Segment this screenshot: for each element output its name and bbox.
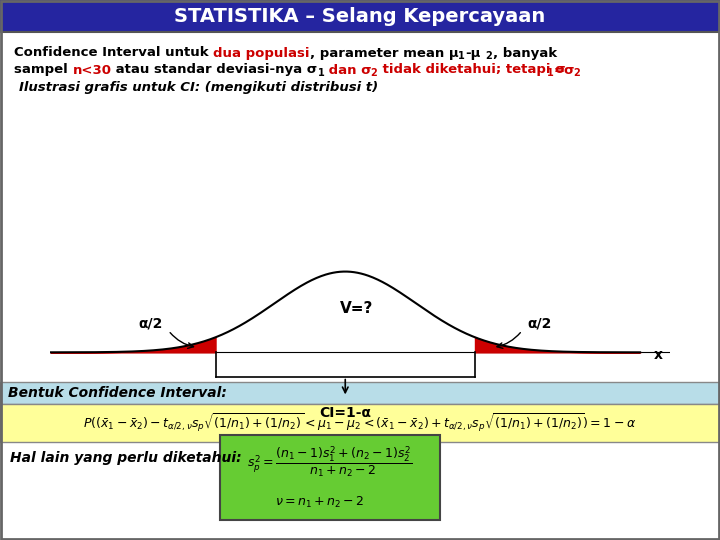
Text: x: x	[653, 348, 662, 362]
Bar	[0, 382, 720, 404]
Text: =σ: =σ	[554, 64, 575, 77]
Text: atau standar deviasi-nya σ: atau standar deviasi-nya σ	[112, 64, 318, 77]
Text: , banyak: , banyak	[493, 46, 557, 59]
Text: V=?: V=?	[341, 301, 374, 316]
Text: tidak diketahui; tetapi σ: tidak diketahui; tetapi σ	[379, 64, 566, 77]
Text: α/2: α/2	[138, 316, 163, 330]
Bar	[0, 0, 720, 32]
Text: n<30: n<30	[73, 64, 112, 77]
Text: 2: 2	[574, 68, 580, 78]
Text: 1: 1	[318, 68, 324, 78]
Text: Hal lain yang perlu diketahui:: Hal lain yang perlu diketahui:	[10, 451, 242, 465]
Text: Ilustrasi grafis untuk CI: (mengikuti distribusi t): Ilustrasi grafis untuk CI: (mengikuti di…	[19, 82, 378, 94]
Text: STATISTIKA – Selang Kepercayaan: STATISTIKA – Selang Kepercayaan	[174, 6, 546, 25]
Bar	[220, 435, 440, 520]
Text: dua populasi: dua populasi	[213, 46, 310, 59]
Text: CI=1-α: CI=1-α	[319, 406, 372, 420]
Text: Bentuk Confidence Interval:: Bentuk Confidence Interval:	[8, 386, 227, 400]
Text: $P((\bar{x}_1-\bar{x}_2)-t_{\alpha/2,\nu}s_p\sqrt{(1/n_1)+(1/n_2)}<\mu_1-\mu_2<(: $P((\bar{x}_1-\bar{x}_2)-t_{\alpha/2,\nu…	[84, 411, 636, 434]
Text: 2: 2	[371, 68, 377, 78]
Text: dan σ: dan σ	[325, 64, 372, 77]
Text: 1: 1	[459, 51, 465, 61]
Text: , parameter mean μ: , parameter mean μ	[310, 46, 459, 59]
Text: 1: 1	[546, 68, 553, 78]
Text: sampel: sampel	[14, 64, 73, 77]
Text: $\nu=n_1+n_2-2$: $\nu=n_1+n_2-2$	[275, 495, 364, 510]
Text: α/2: α/2	[528, 316, 552, 330]
Text: $s_p^2=\dfrac{(n_1-1)s_1^2+(n_2-1)s_2^2}{n_1+n_2-2}$: $s_p^2=\dfrac{(n_1-1)s_1^2+(n_2-1)s_2^2}…	[247, 444, 413, 480]
Text: Confidence Interval untuk: Confidence Interval untuk	[14, 46, 213, 59]
Text: -μ: -μ	[465, 46, 481, 59]
Bar	[0, 404, 720, 442]
Text: 2: 2	[485, 51, 492, 61]
